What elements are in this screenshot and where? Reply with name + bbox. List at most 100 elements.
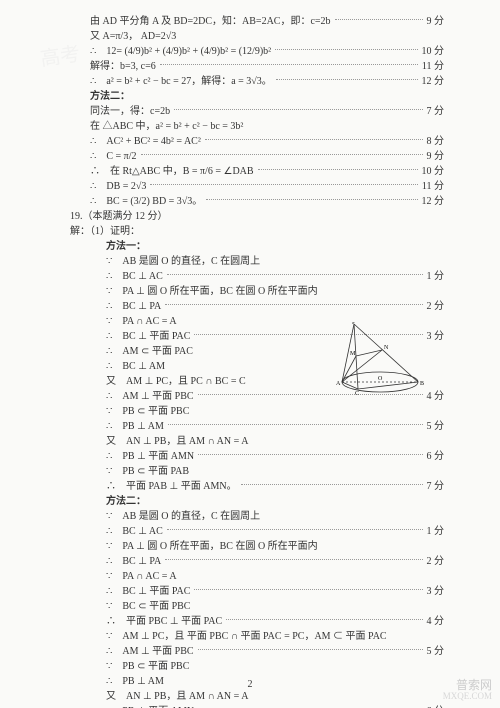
line-content: 又 AN ⊥ PB，且 AM ∩ AN = A <box>106 432 248 447</box>
leader-dots <box>167 273 423 275</box>
score-label: 1 分 <box>427 267 445 282</box>
line-content: ∵ AM ⊥ PC，且 平面 PBC ∩ 平面 PAC = PC，AM ⊂ 平面… <box>106 627 387 642</box>
label-m: M <box>350 351 356 357</box>
line-content: ∴ BC ⊥ AM <box>106 357 165 372</box>
leader-dots <box>276 78 418 80</box>
text-line: ∵ AB 是圆 O 的直径，C 在圆周上 <box>70 252 444 267</box>
score-label: 8 分 <box>427 132 445 147</box>
text-line: ∴ BC ⊥ AC 1 分 <box>70 522 444 537</box>
geometry-diagram: P A B C M N O <box>328 322 428 396</box>
text-line: ∵ AB 是圆 O 的直径，C 在圆周上 <box>70 507 444 522</box>
label-n: N <box>384 345 389 351</box>
score-label: 6 分 <box>427 702 445 708</box>
line-content: ∵ BC ⊂ 平面 PBC <box>106 597 190 612</box>
line-content: ∴ BC ⊥ 平面 PAC <box>106 582 190 597</box>
page-number: 2 <box>0 679 500 690</box>
leader-dots <box>167 528 423 530</box>
leader-dots <box>141 153 423 155</box>
label-b: B <box>420 381 424 387</box>
text-line: 解：（1）证明： <box>70 222 444 237</box>
line-content: ∴ BC ⊥ PA <box>106 552 161 567</box>
text-line: 19.（本题满分 12 分） <box>70 207 444 222</box>
line-content: ∴ PB ⊥ 平面 AMN <box>106 702 194 708</box>
line-content: ∴ C = π/2 <box>90 147 137 162</box>
score-label: 12 分 <box>422 192 445 207</box>
text-line: ∴ AM ⊥ 平面 PBC5 分 <box>70 642 444 657</box>
leader-dots <box>258 168 418 170</box>
leader-dots <box>150 183 417 185</box>
text-line: 又 AN ⊥ PB，且 AM ∩ AN = A <box>70 432 444 447</box>
line-content: ∵ PA ⊥ 圆 O 所在平面，BC 在圆 O 所在平面内 <box>106 282 318 297</box>
text-line: ∴ BC = (3/2) BD = 3√3。12 分 <box>70 192 444 207</box>
text-line: 方法二： <box>70 492 444 507</box>
text-line: ∴ 在 Rt△ABC 中，B = π/6 = ∠DAB10 分 <box>70 162 444 177</box>
leader-dots <box>165 303 422 305</box>
leader-dots <box>241 483 423 485</box>
text-line: ∵ BC ⊂ 平面 PBC <box>70 597 444 612</box>
score-label: 3 分 <box>427 582 445 597</box>
line-content: ∵ PB ⊂ 平面 PBC <box>106 402 189 417</box>
score-label: 1 分 <box>427 522 445 537</box>
text-line: ∴ BC ⊥ AC 1 分 <box>70 267 444 282</box>
line-content: 由 AD 平分角 A 及 BD=2DC，知：AB=2AC，即：c=2b <box>90 12 331 27</box>
page: 高考 由 AD 平分角 A 及 BD=2DC，知：AB=2AC，即：c=2b9 … <box>0 0 500 708</box>
line-content: 又 AM ⊥ PC，且 PC ∩ BC = C <box>106 372 246 387</box>
label-a: A <box>336 381 341 387</box>
line-content: ∴ DB = 2√3 <box>90 177 146 192</box>
text-line: ∴ PB ⊥ 平面 AMN 6 分 <box>70 702 444 708</box>
leader-dots <box>226 618 422 620</box>
text-line: 在 △ABC 中，a² = b² + c² − bc = 3b² <box>70 117 444 132</box>
line-content: ∵ PA ∩ AC = A <box>106 312 177 327</box>
line-content: 解得：b=3, c=6 <box>90 57 156 72</box>
text-line: ∵ PA ⊥ 圆 O 所在平面，BC 在圆 O 所在平面内 <box>70 282 444 297</box>
line-content: ∴ AM ⊥ 平面 PBC <box>106 387 194 402</box>
leader-dots <box>205 138 423 140</box>
text-line: ∴ BC ⊥ 平面 PAC 3 分 <box>70 582 444 597</box>
line-content: ∴ BC ⊥ AC <box>106 522 163 537</box>
leader-dots <box>168 423 423 425</box>
line-content: ∵ AB 是圆 O 的直径，C 在圆周上 <box>106 507 260 522</box>
text-line: ∴ BC ⊥ PA2 分 <box>70 552 444 567</box>
text-line: ∵ PA ⊥ 圆 O 所在平面，BC 在圆 O 所在平面内 <box>70 537 444 552</box>
line-content: ∴ BC ⊥ 平面 PAC <box>106 327 190 342</box>
text-line: ∴ AC² + BC² = 4b² = AC² 8 分 <box>70 132 444 147</box>
line-content: ∴ PB ⊥ AM <box>106 417 164 432</box>
leader-dots <box>206 198 417 200</box>
line-content: 方法一： <box>106 237 146 252</box>
score-label: 11 分 <box>422 57 444 72</box>
text-line: 又 A=π/3， AD=2√3 <box>70 27 444 42</box>
line-content: ∴ PB ⊥ 平面 AMN <box>106 447 194 462</box>
score-label: 6 分 <box>427 447 445 462</box>
line-content: ∴ 平面 PAB ⊥ 平面 AMN。 <box>106 477 237 492</box>
text-line: ∵ PB ⊂ 平面 PBC <box>70 402 444 417</box>
score-label: 7 分 <box>427 477 445 492</box>
text-line: ∴ C = π/29 分 <box>70 147 444 162</box>
text-line: ∴ 12= (4/9)b² + (4/9)b² + (4/9)b² = (12/… <box>70 42 444 57</box>
line-content: ∵ PB ⊂ 平面 PAB <box>106 462 189 477</box>
line-content: ∵ PB ⊂ 平面 PBC <box>106 657 189 672</box>
score-label: 5 分 <box>427 417 445 432</box>
line-content: ∴ BC ⊥ AC <box>106 267 163 282</box>
score-label: 12 分 <box>422 72 445 87</box>
text-line: ∴ PB ⊥ AM 5 分 <box>70 417 444 432</box>
text-line: ∴ BC ⊥ PA2 分 <box>70 297 444 312</box>
line-content: ∴ a² = b² + c² − bc = 27，解得：a = 3√3。 <box>90 72 272 87</box>
line-content: ∴ AM ⊂ 平面 PAC <box>106 342 193 357</box>
score-label: 4 分 <box>427 387 445 402</box>
text-line: 由 AD 平分角 A 及 BD=2DC，知：AB=2AC，即：c=2b9 分 <box>70 12 444 27</box>
text-line: ∴ 平面 PBC ⊥ 平面 PAC4 分 <box>70 612 444 627</box>
text-line: ∴ a² = b² + c² − bc = 27，解得：a = 3√3。 12 分 <box>70 72 444 87</box>
leader-dots <box>165 558 422 560</box>
text-line: 方法一： <box>70 237 444 252</box>
leader-dots <box>198 453 422 455</box>
leader-dots <box>275 48 417 50</box>
line-content: ∵ AB 是圆 O 的直径，C 在圆周上 <box>106 252 260 267</box>
score-label: 10 分 <box>422 42 445 57</box>
line-content: 解：（1）证明： <box>70 222 140 237</box>
line-content: ∴ 12= (4/9)b² + (4/9)b² + (4/9)b² = (12/… <box>90 42 271 57</box>
leader-dots <box>174 108 422 110</box>
text-line: ∴ PB ⊥ 平面 AMN 6 分 <box>70 447 444 462</box>
score-label: 4 分 <box>427 612 445 627</box>
line-content: ∴ AC² + BC² = 4b² = AC² <box>90 132 201 147</box>
text-line: ∵ PA ∩ AC = A <box>70 567 444 582</box>
